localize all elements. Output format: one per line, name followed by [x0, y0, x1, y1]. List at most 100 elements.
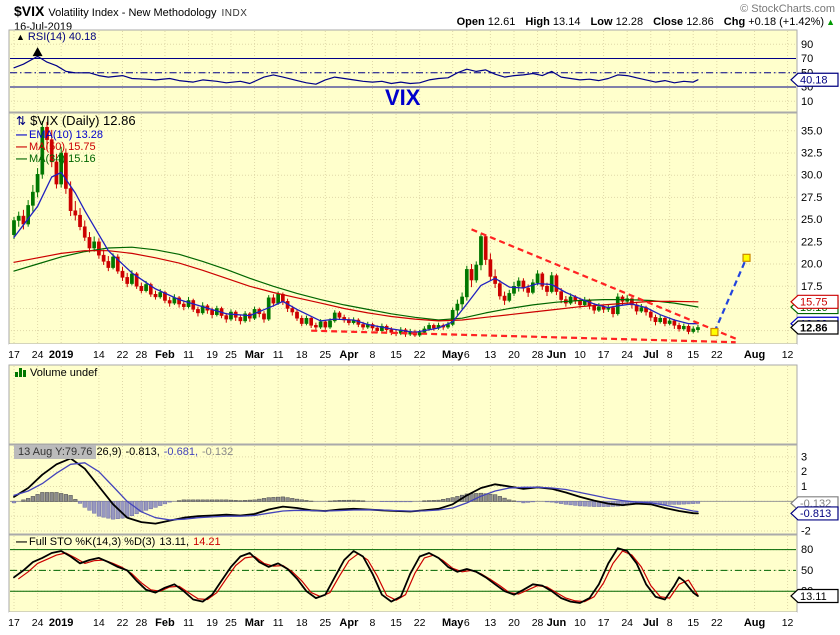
svg-text:20: 20 [508, 617, 520, 629]
svg-text:2: 2 [801, 466, 807, 478]
svg-text:15.75: 15.75 [800, 297, 828, 309]
sto-line-swatch: — [16, 536, 27, 548]
svg-text:90: 90 [801, 39, 813, 51]
svg-text:28: 28 [532, 617, 544, 629]
rsi-legend: ▲ RSI(14) 40.18 [16, 31, 96, 43]
svg-text:24: 24 [621, 349, 633, 361]
volume-legend: Volume undef [15, 367, 97, 379]
up-triangle-icon: ▲ [826, 17, 835, 27]
sto-panel: 80502013.11 [8, 534, 839, 613]
svg-text:20.0: 20.0 [801, 259, 822, 271]
svg-text:19: 19 [206, 617, 218, 629]
svg-text:19: 19 [206, 349, 218, 361]
ohlc-quote-row: Open 12.61 High 13.14 Low 12.28 Close 12… [450, 16, 835, 28]
svg-text:22.5: 22.5 [801, 236, 822, 248]
svg-text:15: 15 [687, 617, 699, 629]
svg-text:15: 15 [390, 617, 402, 629]
sto-d-value: 14.21 [193, 536, 221, 548]
svg-text:22: 22 [711, 349, 723, 361]
macd-value: -0.813, [125, 446, 160, 458]
macd-hist-value: -0.132 [202, 446, 234, 458]
ma50-legend: — MA(50) 15.75 [16, 141, 96, 153]
svg-text:12: 12 [782, 617, 794, 629]
sto-legend-label: Full STO %K(14,3) %D(3) [29, 536, 156, 548]
svg-text:11: 11 [273, 349, 284, 361]
svg-text:28: 28 [532, 349, 544, 361]
svg-text:2019: 2019 [49, 349, 73, 361]
rsi-panel: 907050301040.18 [8, 29, 839, 113]
svg-text:-0.813: -0.813 [800, 508, 831, 520]
ema-legend: — EMA(10) 13.28 [16, 129, 103, 141]
svg-text:24: 24 [32, 617, 44, 629]
symbol-label: $VIX [14, 3, 45, 19]
svg-text:24: 24 [621, 617, 633, 629]
svg-text:Apr: Apr [339, 617, 359, 629]
vix-watermark: VIX [385, 85, 421, 110]
svg-text:17.5: 17.5 [801, 281, 822, 293]
ma34-line-swatch: — [16, 153, 27, 165]
close-label: Close [653, 16, 684, 28]
svg-text:22: 22 [711, 617, 723, 629]
macd-legend: 13 Aug Y:79.76 26,9) -0.813, -0.681, -0.132 [14, 445, 234, 459]
svg-text:70: 70 [801, 53, 813, 65]
svg-text:17: 17 [598, 349, 610, 361]
date-axis-band: 17 24 2019 14 22 28 Feb 11 19 25 Mar 11 18 25 Apr 8 15 22… [8, 344, 797, 364]
svg-text:Jul: Jul [643, 349, 659, 361]
svg-text:Jun: Jun [547, 617, 567, 629]
svg-text:17: 17 [598, 617, 610, 629]
hover-tooltip: 13 Aug Y:79.76 [14, 445, 97, 459]
svg-text:15: 15 [687, 349, 699, 361]
chg-label: Chg [723, 16, 746, 28]
svg-text:40.18: 40.18 [800, 75, 828, 87]
sto-k-value: 13.11, [159, 536, 190, 548]
ma34-legend-label: MA(34) 15.16 [29, 153, 96, 165]
svg-text:Feb: Feb [155, 349, 175, 361]
svg-text:18: 18 [296, 617, 308, 629]
svg-text:14: 14 [93, 617, 105, 629]
svg-text:Jul: Jul [643, 617, 659, 629]
svg-text:8: 8 [370, 349, 376, 361]
open-label: Open [456, 16, 485, 28]
svg-text:6: 6 [464, 349, 470, 361]
svg-text:Aug: Aug [744, 349, 765, 361]
low-label: Low [590, 16, 613, 28]
svg-text:80: 80 [801, 544, 813, 556]
svg-text:8: 8 [370, 617, 376, 629]
macd-signal-value: -0.681, [163, 446, 199, 458]
svg-text:10: 10 [574, 349, 586, 361]
svg-text:May: May [442, 349, 464, 361]
svg-text:Feb: Feb [155, 617, 175, 629]
svg-text:28: 28 [136, 617, 148, 629]
svg-text:25.0: 25.0 [801, 214, 822, 226]
svg-text:11: 11 [273, 617, 284, 629]
svg-text:12.86: 12.86 [800, 322, 828, 334]
volume-bars-icon [15, 368, 26, 377]
svg-text:22: 22 [117, 617, 129, 629]
svg-text:25: 25 [319, 617, 331, 629]
date-axis-band: 17 24 2019 14 22 28 Feb 11 19 25 Mar 11 18 25 Apr 8 15 22… [8, 612, 797, 631]
volume-panel [8, 364, 798, 445]
svg-text:18: 18 [296, 349, 308, 361]
svg-text:Jun: Jun [547, 349, 567, 361]
svg-text:8: 8 [667, 617, 673, 629]
svg-text:11: 11 [183, 617, 194, 629]
svg-text:27.5: 27.5 [801, 192, 822, 204]
updown-arrows-icon: ⇅ [16, 114, 27, 128]
macd-params-label: 26,9) [96, 446, 122, 458]
svg-text:25: 25 [225, 349, 237, 361]
chg-value: +0.18 (+1.42%) [748, 16, 825, 28]
svg-text:6: 6 [464, 617, 470, 629]
rsi-legend-label: RSI(14) 40.18 [27, 31, 97, 43]
high-label: High [525, 16, 550, 28]
exchange-label: INDX [221, 8, 248, 19]
sto-legend: — Full STO %K(14,3) %D(3) 13.11, 14.21 [16, 536, 221, 548]
svg-text:32.5: 32.5 [801, 147, 822, 159]
svg-text:Apr: Apr [339, 349, 359, 361]
ema-legend-label: EMA(10) 13.28 [29, 129, 103, 141]
svg-text:8: 8 [667, 349, 673, 361]
symbol-name: Volatility Index - New Methodology [48, 7, 217, 19]
high-value: 13.14 [552, 16, 581, 28]
ema-line-swatch: — [16, 129, 27, 141]
svg-text:13: 13 [485, 617, 497, 629]
